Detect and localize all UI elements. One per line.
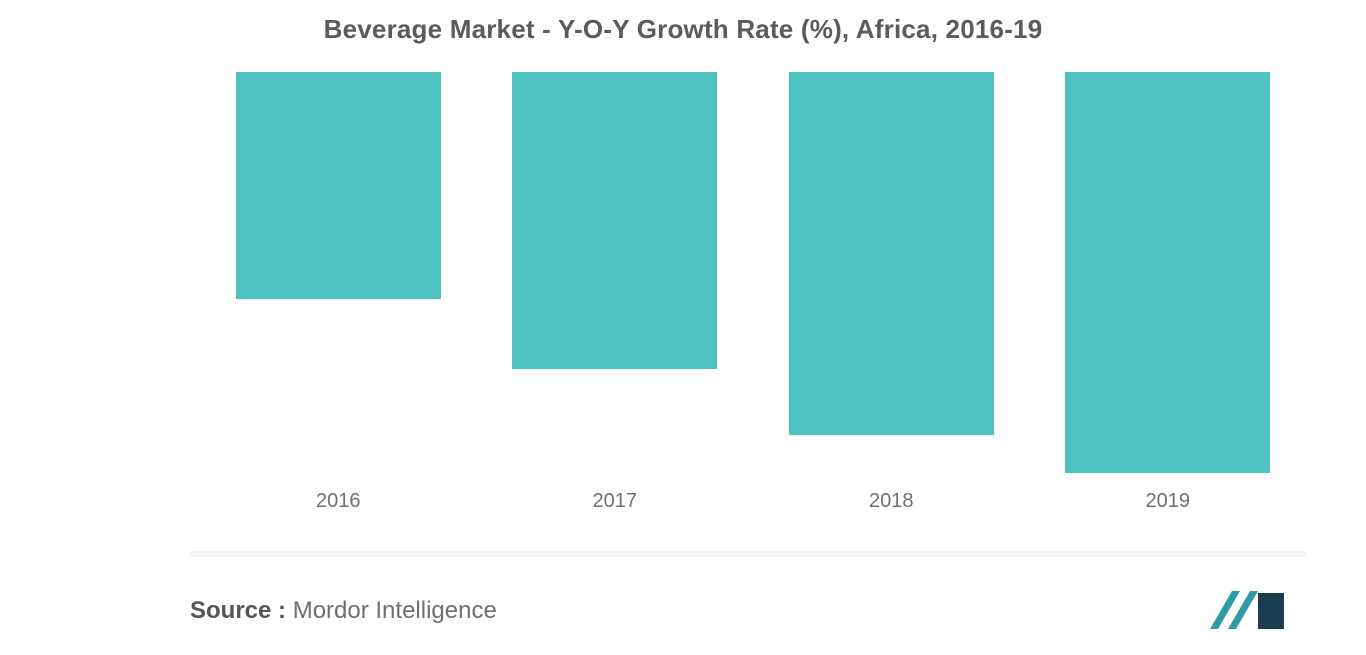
bar-2017 <box>512 72 717 369</box>
mordor-logo-icon <box>1208 589 1288 631</box>
x-label: 2019 <box>1030 490 1307 513</box>
plot-area <box>200 72 1306 485</box>
chart-title: Beverage Market - Y-O-Y Growth Rate (%),… <box>0 14 1366 45</box>
source-label: Source : <box>190 597 286 624</box>
x-label: 2018 <box>753 490 1030 513</box>
bar-group <box>200 72 1306 485</box>
bar-slot <box>753 72 1030 485</box>
source-text: Mordor Intelligence <box>293 597 497 624</box>
footer-divider <box>190 551 1306 557</box>
bar-slot <box>477 72 754 485</box>
bar-2016 <box>236 72 441 299</box>
x-label: 2017 <box>477 490 754 513</box>
bar-2019 <box>1065 72 1270 473</box>
x-axis-labels: 2016 2017 2018 2019 <box>200 490 1306 513</box>
chart-container: Beverage Market - Y-O-Y Growth Rate (%),… <box>0 0 1366 655</box>
bar-slot <box>1030 72 1307 485</box>
source-attribution: Source : Mordor Intelligence <box>190 597 497 625</box>
bar-2018 <box>789 72 994 435</box>
bar-slot <box>200 72 477 485</box>
x-label: 2016 <box>200 490 477 513</box>
